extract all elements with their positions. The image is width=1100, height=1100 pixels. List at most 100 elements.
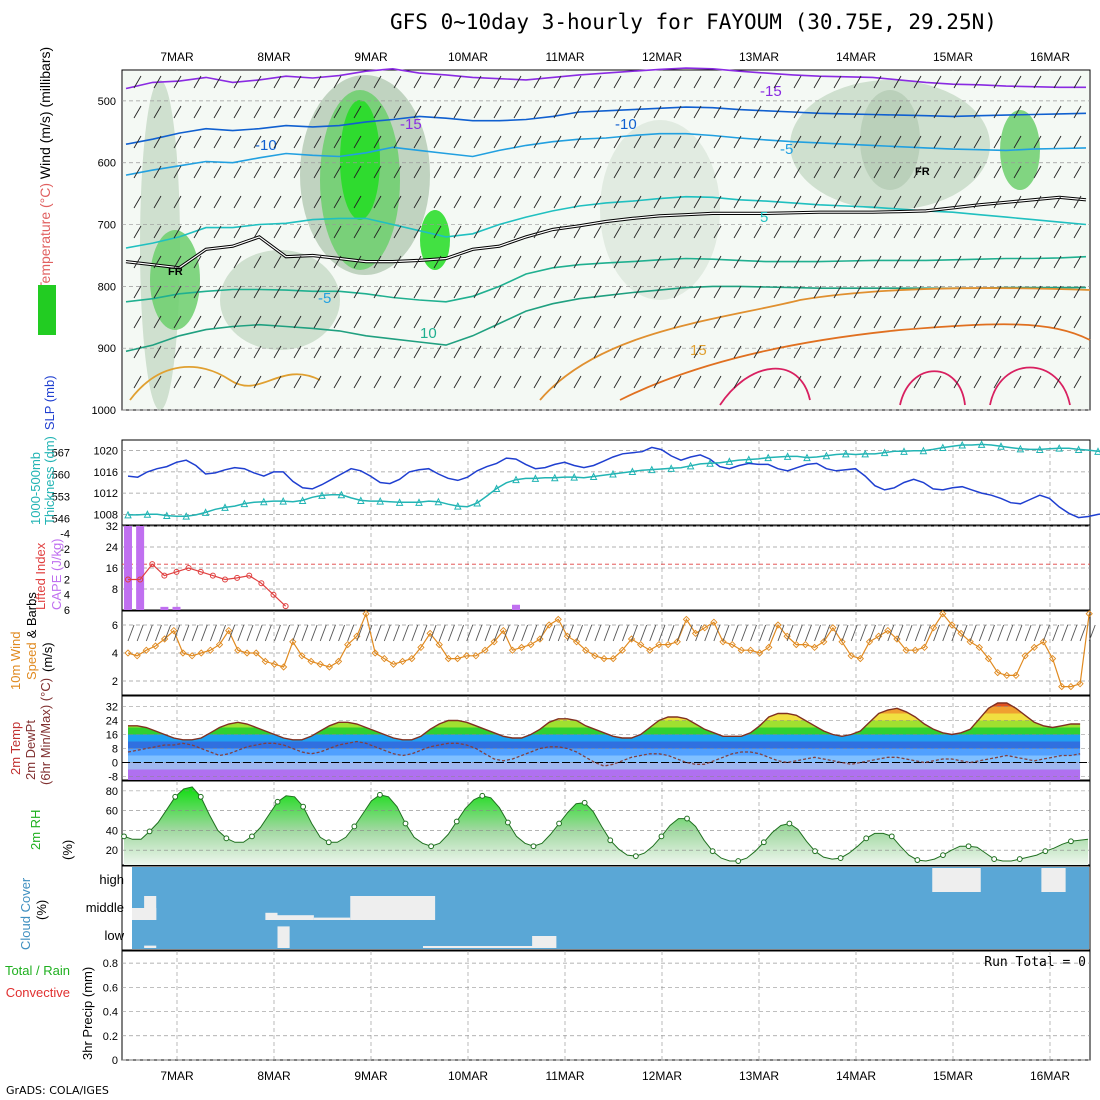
thickness-point — [744, 455, 753, 464]
upper-wind-barb — [813, 285, 822, 299]
upper-wind-barb — [513, 165, 522, 179]
wind-barb — [704, 624, 712, 642]
upper-wind-barb — [153, 315, 162, 329]
upper-wind-barb — [433, 75, 442, 89]
upper-wind-barb — [653, 315, 662, 329]
upper-wind-barb — [173, 135, 182, 149]
upper-wind-barb — [793, 195, 802, 209]
wind-ylabel-part-1: Speed — [24, 642, 39, 680]
upper-wind-barb — [133, 165, 142, 179]
wind-speed-point — [453, 654, 462, 663]
temp-tick: 16 — [106, 730, 118, 742]
upper-wind-barb — [353, 285, 362, 299]
thickness-point — [803, 453, 811, 462]
upper-wind-barb — [613, 195, 622, 209]
upper-wind-barb — [593, 105, 602, 119]
wind-speed-point — [518, 643, 526, 652]
upper-wind-barb — [493, 315, 502, 329]
upper-wind-barb — [833, 195, 842, 209]
upper-wind-barb — [673, 135, 682, 149]
upper-wind-barb — [813, 75, 822, 89]
upper-wind-barb — [293, 375, 302, 389]
rh-line — [123, 786, 1089, 862]
precip-label-rain: Total / Rain — [5, 963, 70, 978]
thickness-point — [706, 459, 714, 467]
thickness-point — [550, 473, 559, 482]
thickness-point — [919, 446, 928, 455]
upper-wind-barb — [453, 345, 462, 359]
upper-wind-barb — [1073, 75, 1082, 89]
upper-wind-barb — [153, 75, 162, 89]
thickness-point — [764, 453, 773, 462]
precip-ylabel: 3hr Precip (mm) — [80, 967, 95, 1060]
upper-wind-barb — [1073, 375, 1082, 389]
wind-barb — [493, 624, 501, 642]
upper-wind-barb — [853, 315, 862, 329]
upper-wind-barb — [173, 225, 182, 239]
upper-wind-barb — [413, 135, 422, 149]
upper-wind-barb — [633, 75, 642, 89]
lifted-index-tick: -2 — [60, 544, 70, 556]
wind-barb — [722, 624, 730, 642]
wind-barb — [676, 624, 684, 642]
upper-wind-barb — [933, 315, 942, 329]
upper-wind-barb — [253, 255, 262, 269]
wind-speed-point — [243, 649, 251, 657]
upper-wind-barb — [193, 195, 202, 209]
upper-wind-barb — [313, 195, 322, 209]
warm-isotherm-0 — [129, 365, 321, 401]
upper-wind-barb — [1053, 285, 1062, 299]
upper-wind-barb — [1053, 195, 1062, 209]
upper-wind-barb — [133, 255, 142, 269]
wind-tick-6: 6 — [112, 620, 118, 632]
thickness-point — [298, 496, 307, 504]
upper-wind-barb — [153, 135, 162, 149]
wind-speed-point — [307, 657, 315, 666]
wind-barb — [859, 624, 867, 642]
thickness-point — [861, 449, 870, 458]
upper-wind-barb — [1073, 345, 1082, 359]
upper-wind-barb — [573, 345, 582, 359]
x-tick-bottom-11MAR: 11MAR — [545, 1069, 584, 1083]
upper-wind-barb — [293, 105, 302, 119]
wind-barb — [750, 624, 757, 642]
wind-speed-point — [344, 640, 352, 649]
lifted-index-point — [185, 565, 192, 571]
upper-wind-barb — [693, 345, 702, 359]
upper-wind-barb — [573, 75, 582, 89]
wind-barb — [209, 624, 217, 642]
wind-barb — [786, 624, 794, 642]
upper-wind-barb — [713, 165, 722, 179]
upper-wind-barb — [913, 135, 922, 149]
upper-wind-barb — [633, 195, 642, 209]
wind-barb — [841, 624, 849, 642]
upper-wind-barb — [333, 375, 342, 389]
wind-barb — [383, 624, 391, 642]
upper-wind-barb — [373, 375, 382, 389]
wind-barb — [438, 624, 446, 642]
upper-wind-barb — [273, 285, 282, 299]
lifted-index-point — [270, 591, 277, 598]
wind-speed-point — [380, 654, 388, 663]
upper-wind-barb — [273, 105, 282, 119]
wind-speed-point — [1003, 671, 1011, 680]
upper-wind-barb — [213, 255, 222, 269]
x-tick-top-7MAR: 7MAR — [160, 50, 194, 64]
thickness-point — [240, 499, 249, 508]
thickness-point — [783, 452, 792, 460]
upper-wind-barb — [733, 255, 742, 269]
grads-credit: GrADS: COLA/IGES — [6, 1084, 109, 1097]
cape-bar-3 — [172, 606, 181, 610]
wind-barb — [127, 624, 135, 642]
x-tick-bottom-14MAR: 14MAR — [836, 1069, 876, 1083]
upper-wind-barb — [253, 345, 262, 359]
upper-wind-barb — [413, 105, 422, 119]
rh-point — [735, 858, 742, 864]
upper-wind-barb — [293, 225, 302, 239]
x-tick-bottom-16MAR: 16MAR — [1030, 1069, 1070, 1083]
upper-wind-barb — [813, 135, 822, 149]
upper-wind-barb — [273, 225, 282, 239]
upper-wind-barb — [953, 315, 962, 329]
upper-wind-barb — [593, 165, 602, 179]
rh-point — [965, 843, 972, 850]
